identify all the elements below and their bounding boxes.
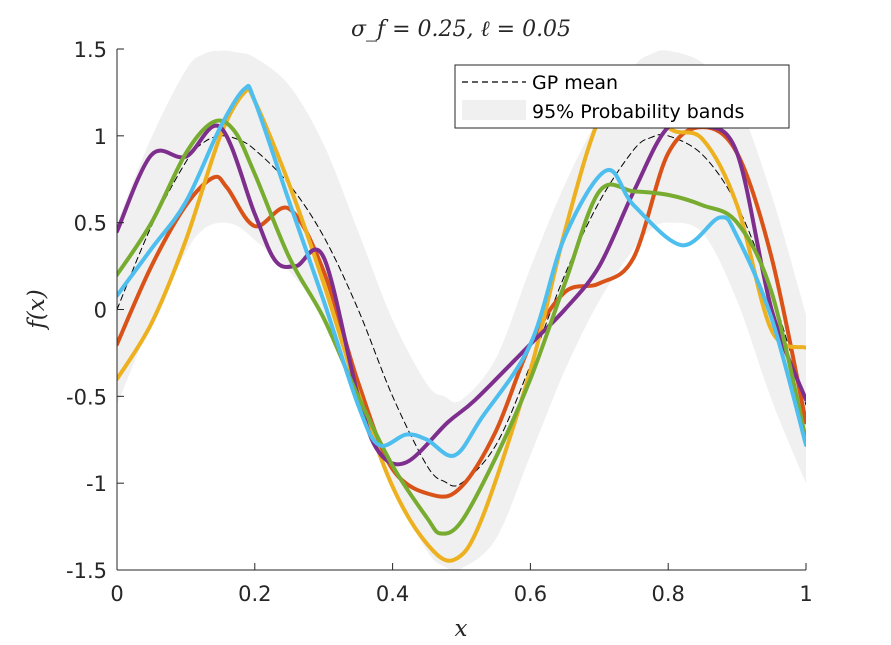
legend-band-swatch	[462, 100, 526, 120]
y-tick-label: 0.5	[74, 212, 107, 236]
x-tick-label: 1	[799, 582, 812, 606]
y-tick-label: 1.5	[74, 38, 107, 62]
x-axis-label: x	[455, 616, 468, 642]
y-tick-label: -0.5	[66, 385, 107, 409]
chart-title: σ_f = 0.25, ℓ = 0.05	[351, 17, 571, 42]
x-tick-label: 0.6	[514, 582, 547, 606]
x-tick-label: 0.4	[376, 582, 409, 606]
x-tick-label: 0	[110, 582, 123, 606]
y-tick-label: 0	[94, 299, 107, 323]
sample-line-5	[117, 83, 806, 458]
y-axis-label: f(x)	[24, 289, 50, 330]
legend-label-band: 95% Probability bands	[532, 101, 744, 123]
sample-line-4	[117, 118, 806, 536]
legend-label-mean: GP mean	[532, 72, 618, 94]
axes	[116, 48, 807, 571]
legend: GP mean 95% Probability bands	[454, 64, 790, 129]
y-tick-label: -1	[86, 472, 107, 496]
sample-line-2	[117, 73, 806, 563]
x-tick-label: 0.2	[238, 582, 271, 606]
gp-mean-line	[117, 133, 806, 487]
y-tick-label: -1.5	[66, 559, 107, 583]
y-tick-label: 1	[94, 125, 107, 149]
x-tick-label: 0.8	[651, 582, 684, 606]
tick-labels: 0 0.2 0.4 0.6 0.8 1 -1.5 -1 -0.5 0 0.5 1 1.5	[66, 38, 813, 606]
